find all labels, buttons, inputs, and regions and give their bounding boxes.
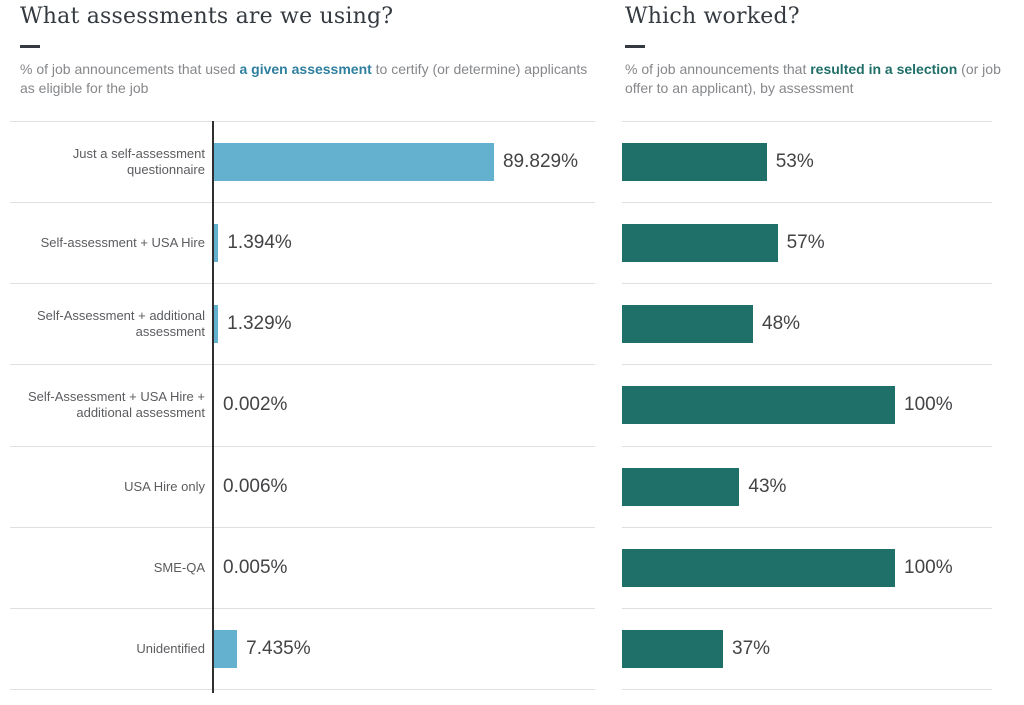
chart-row: SME-QA 0.005% bbox=[10, 526, 595, 608]
value-label: 53% bbox=[775, 151, 814, 173]
subtitle-text: % of job announcements that bbox=[625, 61, 811, 77]
chart-row: 100% bbox=[622, 364, 992, 445]
value-label: 100% bbox=[904, 556, 953, 578]
subtitle-highlight: a given assessment bbox=[239, 61, 372, 77]
category-label: Self-Assessment + USA Hire + additional … bbox=[27, 389, 205, 421]
category-label: Self-Assessment + additional assessment bbox=[36, 308, 205, 340]
value-label: 57% bbox=[786, 232, 825, 254]
bar bbox=[214, 305, 219, 344]
bar bbox=[622, 629, 723, 668]
chart-row: 53% bbox=[622, 121, 992, 202]
right-panel-header: Which worked? % of job announcements tha… bbox=[625, 2, 1013, 98]
value-label: 100% bbox=[904, 394, 953, 416]
subtitle-text: to certify (or determine) applicants as … bbox=[20, 61, 588, 96]
right-chart-subtitle: % of job announcements that resulted in … bbox=[625, 60, 1013, 98]
category-label: SME-QA bbox=[153, 559, 205, 575]
value-label: 48% bbox=[762, 313, 801, 335]
chart-row: Unidentified 7.435% bbox=[10, 607, 595, 689]
chart-row: 48% bbox=[622, 283, 992, 364]
left-bar-chart: Just a self-assessment questionnaire 89.8… bbox=[10, 121, 595, 693]
bar bbox=[622, 224, 778, 263]
bar bbox=[622, 548, 895, 587]
right-chart-title: Which worked? bbox=[625, 4, 800, 29]
chart-row: Self-Assessment + USA Hire + additional … bbox=[10, 364, 595, 445]
subtitle-text: % of job announcements that used bbox=[20, 61, 240, 77]
y-axis-line bbox=[212, 121, 214, 693]
left-chart-title: What assessments are we using? bbox=[20, 4, 394, 29]
title-dash bbox=[20, 45, 40, 48]
value-label: 0.006% bbox=[223, 475, 288, 497]
value-label: 1.394% bbox=[227, 232, 292, 254]
chart-row: 57% bbox=[622, 202, 992, 283]
left-panel-header: What assessments are we using? % of job … bbox=[20, 2, 595, 98]
chart-row: Self-assessment + USA Hire 1.394% bbox=[10, 202, 595, 283]
subtitle-highlight: resulted in a selection bbox=[810, 61, 958, 77]
value-label: 0.005% bbox=[223, 556, 288, 578]
value-label: 89.829% bbox=[502, 151, 578, 173]
bar bbox=[622, 305, 754, 344]
subtitle-text: (or job offer to an applicant), by asses… bbox=[625, 61, 1001, 96]
value-label: 1.329% bbox=[227, 313, 292, 335]
left-chart-subtitle: % of job announcements that used a given… bbox=[20, 60, 595, 98]
chart-row: 43% bbox=[622, 445, 992, 527]
right-bar-chart: 53% 57% 48% 100% 43% 100% 37% bbox=[622, 121, 992, 690]
bar bbox=[214, 143, 494, 182]
chart-row: Just a self-assessment questionnaire 89.8… bbox=[10, 121, 595, 202]
bar bbox=[214, 224, 219, 263]
category-label: Just a self-assessment questionnaire bbox=[72, 146, 205, 178]
value-label: 37% bbox=[732, 637, 771, 659]
title-dash bbox=[625, 45, 645, 48]
category-label: Self-assessment + USA Hire bbox=[40, 235, 205, 251]
category-label: USA Hire only bbox=[124, 478, 205, 494]
value-label: 7.435% bbox=[246, 637, 311, 659]
chart-row: Self-Assessment + additional assessment 1… bbox=[10, 283, 595, 364]
chart-row: USA Hire only 0.006% bbox=[10, 445, 595, 527]
value-label: 0.002% bbox=[223, 394, 288, 416]
bar bbox=[622, 467, 740, 506]
bar bbox=[622, 386, 895, 425]
value-label: 43% bbox=[748, 475, 787, 497]
chart-row: 37% bbox=[622, 607, 992, 689]
bar bbox=[622, 143, 767, 182]
category-label: Unidentified bbox=[136, 640, 205, 656]
chart-row: 100% bbox=[622, 526, 992, 608]
bar bbox=[214, 629, 238, 668]
